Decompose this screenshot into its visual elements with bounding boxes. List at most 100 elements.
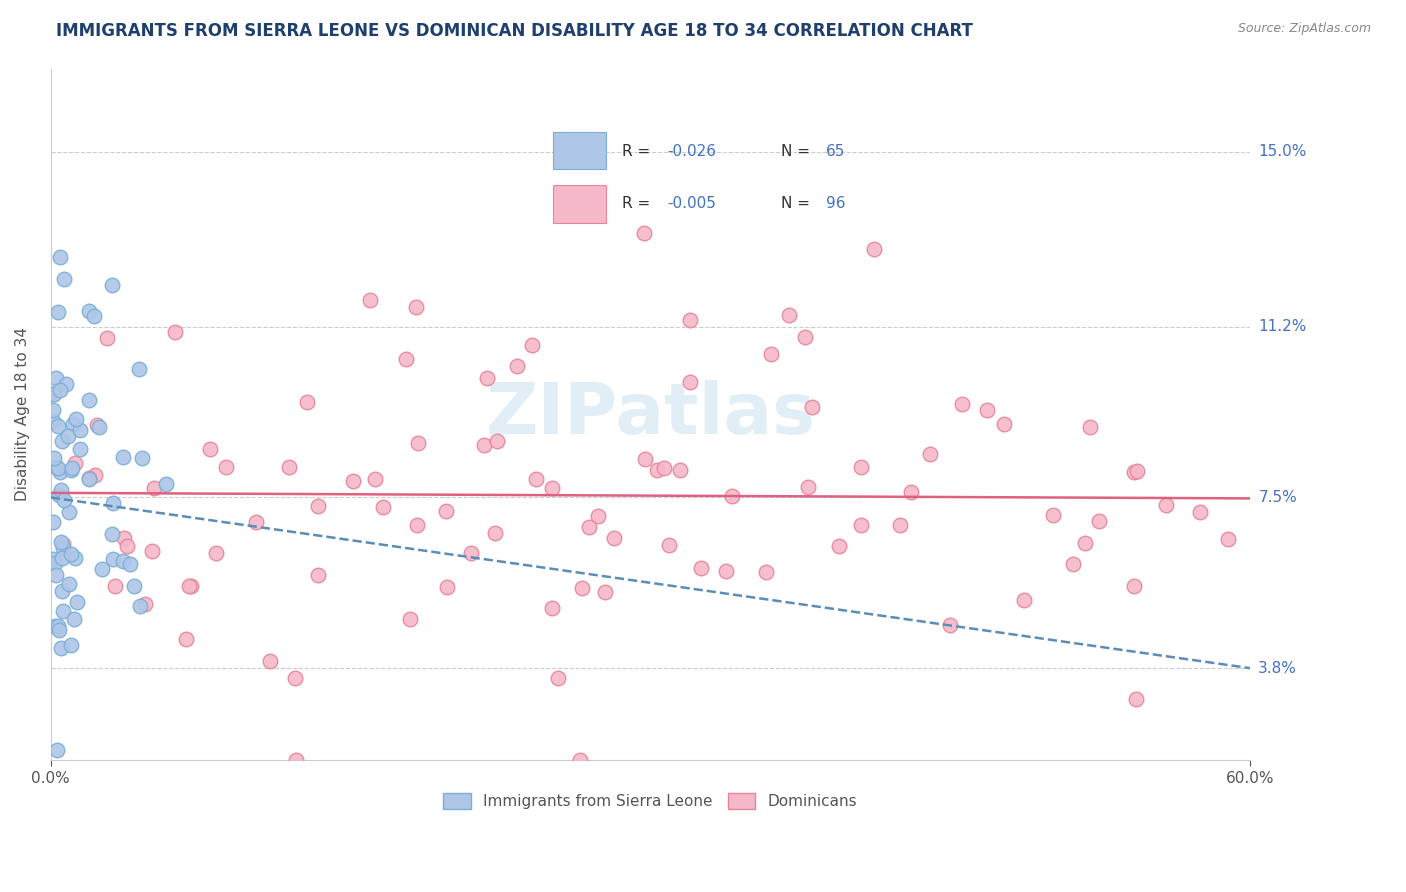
Point	[794, 330, 817, 344]
Point	[180, 579, 202, 593]
Point	[678, 313, 700, 327]
Point	[46, 305, 69, 319]
Point	[778, 308, 800, 322]
Point	[1125, 691, 1147, 706]
Point	[540, 482, 562, 496]
Point	[165, 326, 187, 340]
Point	[801, 400, 824, 414]
Point	[405, 300, 427, 314]
Point	[63, 612, 86, 626]
Point	[62, 461, 84, 475]
Point	[307, 499, 329, 513]
Point	[1088, 514, 1111, 528]
Point	[49, 383, 72, 397]
Point	[524, 472, 547, 486]
Point	[371, 500, 394, 514]
Point	[44, 386, 66, 401]
Point	[58, 577, 80, 591]
Point	[42, 450, 65, 465]
Point	[155, 477, 177, 491]
Legend: Immigrants from Sierra Leone, Dominicans: Immigrants from Sierra Leone, Dominicans	[437, 787, 863, 815]
Point	[59, 639, 82, 653]
Point	[436, 580, 458, 594]
Point	[652, 460, 675, 475]
Point	[48, 488, 70, 502]
Point	[603, 531, 626, 545]
Point	[51, 551, 73, 566]
Point	[359, 293, 381, 308]
Point	[1078, 420, 1101, 434]
Point	[484, 526, 506, 541]
Point	[128, 362, 150, 376]
Point	[634, 452, 657, 467]
Point	[658, 538, 681, 552]
Point	[51, 640, 73, 655]
Point	[950, 397, 973, 411]
Point	[522, 338, 544, 352]
Point	[679, 375, 702, 389]
Point	[129, 599, 152, 614]
Point	[84, 468, 107, 483]
Point	[408, 436, 430, 450]
Point	[118, 557, 141, 571]
Point	[475, 371, 498, 385]
Point	[485, 434, 508, 448]
Point	[60, 463, 83, 477]
Point	[918, 447, 941, 461]
Point	[58, 505, 80, 519]
Point	[44, 556, 66, 570]
Point	[48, 623, 70, 637]
Text: 11.2%: 11.2%	[1258, 319, 1306, 334]
Point	[259, 654, 281, 668]
Point	[103, 552, 125, 566]
Point	[1062, 557, 1084, 571]
Point	[797, 480, 820, 494]
Point	[112, 532, 135, 546]
Point	[134, 597, 156, 611]
Point	[42, 515, 65, 529]
Point	[1012, 592, 1035, 607]
Point	[122, 579, 145, 593]
Point	[889, 518, 911, 533]
Point	[83, 309, 105, 323]
Point	[49, 465, 72, 479]
Point	[1126, 464, 1149, 478]
Point	[46, 461, 69, 475]
Point	[49, 535, 72, 549]
Point	[1073, 535, 1095, 549]
Point	[399, 612, 422, 626]
Point	[101, 277, 124, 292]
Point	[342, 474, 364, 488]
Point	[578, 520, 600, 534]
Point	[1218, 532, 1240, 546]
Point	[86, 417, 108, 432]
Point	[571, 581, 593, 595]
Point	[506, 359, 529, 374]
Point	[1042, 508, 1064, 522]
Point	[55, 377, 77, 392]
Point	[104, 579, 127, 593]
Y-axis label: Disability Age 18 to 34: Disability Age 18 to 34	[15, 327, 30, 501]
Point	[245, 515, 267, 529]
Point	[66, 595, 89, 609]
Point	[460, 546, 482, 560]
Point	[45, 742, 67, 756]
Point	[1122, 465, 1144, 479]
Point	[993, 417, 1015, 431]
Point	[69, 423, 91, 437]
Point	[45, 567, 67, 582]
Point	[42, 552, 65, 566]
Point	[669, 463, 692, 477]
Point	[101, 496, 124, 510]
Point	[52, 604, 75, 618]
Point	[56, 429, 79, 443]
Point	[51, 434, 73, 449]
Point	[112, 553, 135, 567]
Point	[939, 618, 962, 632]
Point	[434, 504, 457, 518]
Point	[900, 484, 922, 499]
Point	[828, 539, 851, 553]
Point	[395, 351, 418, 366]
Point	[112, 450, 135, 465]
Point	[117, 539, 139, 553]
